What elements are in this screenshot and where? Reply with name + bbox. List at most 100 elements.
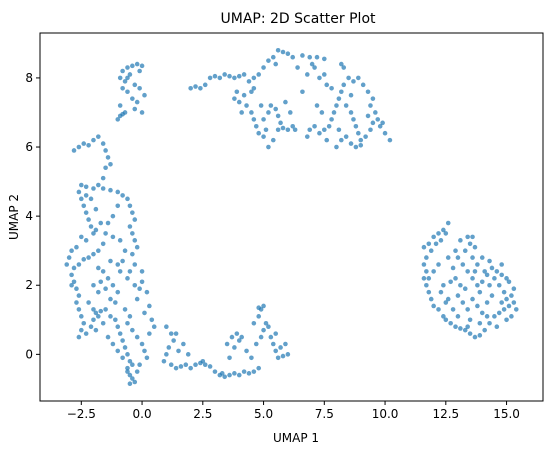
data-point — [227, 355, 232, 361]
data-point — [122, 248, 128, 253]
data-point — [475, 282, 480, 288]
data-point — [127, 203, 133, 209]
data-point — [241, 72, 247, 77]
data-point — [108, 162, 113, 167]
data-point — [115, 324, 121, 330]
data-point — [436, 307, 441, 312]
data-point — [492, 314, 497, 319]
data-point — [100, 141, 106, 146]
data-point — [256, 314, 262, 319]
data-point — [219, 371, 225, 376]
data-point — [76, 262, 82, 267]
data-point — [341, 65, 347, 70]
data-point — [317, 130, 322, 136]
y-tick-label: 6 — [25, 140, 33, 154]
data-point — [127, 358, 133, 364]
data-point — [479, 255, 485, 260]
data-point — [120, 111, 125, 117]
data-point — [198, 85, 203, 91]
data-point — [477, 333, 483, 338]
data-point — [236, 73, 242, 79]
data-point — [96, 314, 101, 319]
y-axis: 0 2 4 6 8 — [25, 71, 40, 361]
data-point — [88, 324, 94, 330]
data-point — [462, 327, 468, 333]
data-point — [130, 210, 135, 215]
data-point — [217, 75, 223, 81]
data-point — [69, 248, 74, 253]
data-point — [283, 99, 288, 105]
data-point — [489, 293, 495, 298]
data-point — [236, 372, 242, 378]
data-point — [336, 127, 342, 133]
data-point — [134, 61, 140, 67]
data-point — [115, 348, 121, 354]
data-point — [307, 127, 313, 133]
data-point — [105, 276, 111, 281]
data-point — [86, 300, 91, 305]
data-point — [227, 372, 232, 378]
data-point — [244, 348, 249, 354]
x-axis: −2.5 0.0 2.5 5.0 7.5 10.0 12.5 15.0 — [67, 401, 520, 421]
data-point — [356, 130, 361, 136]
data-point — [79, 314, 84, 319]
data-point — [88, 224, 94, 229]
data-point — [81, 203, 87, 209]
data-point — [76, 189, 82, 195]
data-point — [125, 369, 130, 374]
data-point — [79, 327, 84, 333]
data-point — [509, 314, 514, 319]
data-point — [346, 75, 351, 81]
data-point — [246, 79, 252, 84]
data-point — [91, 186, 96, 191]
data-point — [132, 379, 138, 385]
data-point — [511, 300, 517, 305]
data-point — [125, 365, 130, 371]
data-point — [266, 58, 271, 63]
data-point — [234, 331, 240, 336]
data-point — [139, 341, 145, 347]
data-point — [81, 141, 87, 146]
data-point — [278, 120, 283, 126]
data-point — [76, 293, 82, 298]
data-point — [348, 141, 354, 146]
data-point — [324, 82, 330, 88]
data-point — [96, 289, 101, 295]
data-point — [134, 99, 140, 105]
data-point — [74, 244, 79, 250]
data-point — [470, 276, 475, 281]
data-point — [511, 286, 517, 292]
data-point — [421, 276, 427, 281]
data-point — [127, 381, 133, 387]
data-point — [115, 262, 121, 267]
data-point — [496, 310, 502, 316]
data-point — [309, 61, 315, 67]
data-point — [130, 362, 135, 368]
data-point — [448, 279, 453, 285]
data-point — [120, 338, 125, 343]
data-point — [431, 269, 436, 274]
data-point — [117, 331, 123, 336]
data-point — [132, 238, 138, 243]
data-point — [98, 308, 104, 314]
data-point — [441, 227, 446, 233]
data-point — [261, 327, 266, 333]
x-tick-label: 5.0 — [254, 407, 273, 421]
data-point — [139, 269, 145, 274]
data-point — [142, 92, 147, 98]
data-point — [142, 348, 147, 354]
data-point — [86, 143, 91, 148]
data-point — [125, 75, 130, 81]
data-point — [499, 262, 504, 267]
data-point — [91, 317, 96, 323]
data-point — [322, 72, 327, 77]
data-point — [168, 362, 174, 368]
data-point — [470, 255, 475, 260]
data-point — [108, 187, 113, 193]
data-point — [266, 144, 271, 150]
data-point — [83, 210, 89, 215]
data-point — [441, 314, 446, 319]
data-point — [443, 317, 449, 323]
data-point — [83, 238, 89, 243]
data-point — [241, 369, 247, 374]
